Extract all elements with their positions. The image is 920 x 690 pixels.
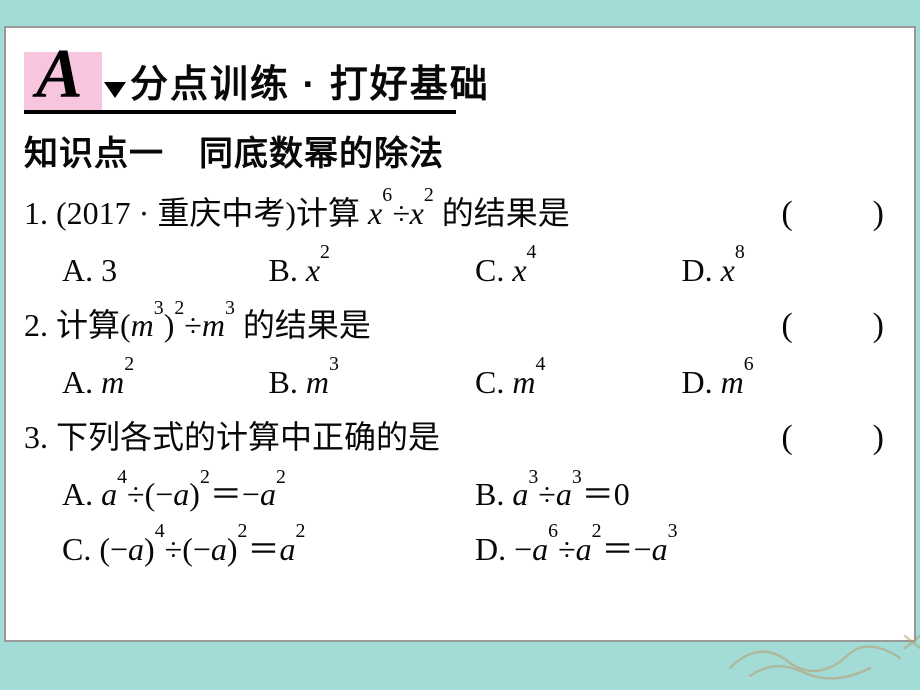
question-3: 3. 下列各式的计算中正确的是 ( ) A. a4÷(−a)2＝−a2 B. a… xyxy=(24,409,888,576)
question-2: 2. 计算(m3)2÷m3 的结果是 ( ) A. m2 B. m3 C. m4… xyxy=(24,297,888,409)
q3-opt-b: B. a3÷a3＝0 xyxy=(475,467,888,521)
section-heading: A 分点训练 · 打好基础 xyxy=(24,52,888,112)
q3-opt-d: D. −a6÷a2＝−a3 xyxy=(475,522,888,576)
q1-opt-b: B. x2 xyxy=(269,243,476,297)
heading-underline xyxy=(24,110,456,114)
q3-opt-c: C. (−a)4÷(−a)2＝a2 xyxy=(62,522,475,576)
q3-stem: 3. 下列各式的计算中正确的是 xyxy=(24,410,781,464)
question-1: 1. (2017 · 重庆中考)计算 x6÷x2 的结果是 ( ) A. 3 B… xyxy=(24,185,888,297)
q1-stem: 1. (2017 · 重庆中考)计算 x6÷x2 的结果是 xyxy=(24,186,781,240)
q2-opt-d: D. m6 xyxy=(682,355,889,409)
worksheet-page: A 分点训练 · 打好基础 知识点一 同底数幂的除法 1. (2017 · 重庆… xyxy=(4,26,916,642)
q2-opt-a: A. m2 xyxy=(62,355,269,409)
caret-icon xyxy=(104,82,126,98)
q1-opt-c: C. x4 xyxy=(475,243,682,297)
badge-letter: A xyxy=(36,40,83,110)
answer-blank: ( ) xyxy=(781,409,888,467)
q3-options-row1: A. a4÷(−a)2＝−a2 B. a3÷a3＝0 xyxy=(24,467,888,521)
q1-opt-a: A. 3 xyxy=(62,243,269,297)
q1-options: A. 3 B. x2 C. x4 D. x8 xyxy=(24,243,888,297)
knowledge-point-title: 知识点一 同底数幂的除法 xyxy=(24,126,888,175)
q1-opt-d: D. x8 xyxy=(682,243,889,297)
scribble-decoration xyxy=(720,628,920,688)
answer-blank: ( ) xyxy=(781,297,888,355)
heading-title: 分点训练 · 打好基础 xyxy=(130,53,490,112)
q2-stem: 2. 计算(m3)2÷m3 的结果是 xyxy=(24,298,781,352)
q3-options-row2: C. (−a)4÷(−a)2＝a2 D. −a6÷a2＝−a3 xyxy=(24,522,888,576)
q3-opt-a: A. a4÷(−a)2＝−a2 xyxy=(62,467,475,521)
q2-opt-b: B. m3 xyxy=(269,355,476,409)
answer-blank: ( ) xyxy=(781,185,888,243)
q2-opt-c: C. m4 xyxy=(475,355,682,409)
heading-badge: A xyxy=(24,52,102,112)
q2-options: A. m2 B. m3 C. m4 D. m6 xyxy=(24,355,888,409)
